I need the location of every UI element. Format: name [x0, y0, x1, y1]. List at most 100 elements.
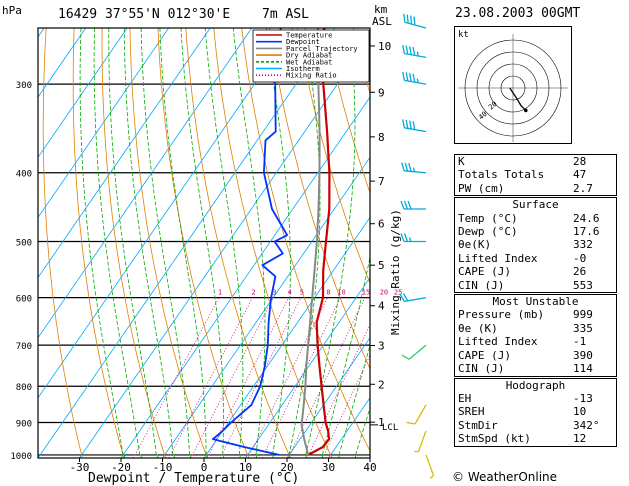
pressure-tick-label: 500 — [16, 238, 32, 248]
mixing-ratio-line — [261, 297, 341, 458]
dry-adiabat-line — [72, 28, 125, 458]
legend-label: Parcel Trajectory — [286, 45, 358, 53]
mixing-ratio-line — [322, 354, 370, 458]
wet-adiabat-line — [354, 454, 357, 458]
km-tick-label: 3 — [378, 340, 385, 353]
mixing-ratio-label: 20 — [380, 289, 388, 297]
wet-adiabat-line — [305, 28, 356, 456]
most-unstable-row: Lifted Index -1 — [458, 335, 587, 349]
wet-adiabat-line — [108, 28, 157, 455]
isotherm-line — [38, 28, 253, 339]
isotherm-line — [38, 28, 294, 399]
hodograph-ring-label: 40 — [477, 110, 489, 122]
wet-adiabat-line — [355, 406, 370, 456]
indices-block-general: K 28 Totals Totals 47 PW (cm) 2.7 — [454, 154, 617, 197]
wind-barb — [402, 45, 427, 58]
dry-adiabat-line — [185, 28, 291, 458]
wet-adiabat-line — [140, 28, 190, 455]
hodograph-unit-label: kt — [458, 30, 469, 40]
wet-adiabat-line — [372, 455, 373, 458]
isotherm-line — [38, 28, 128, 158]
legend-label: Wet Adiabat — [286, 58, 332, 66]
km-tick-label: 4 — [378, 300, 385, 313]
wet-adiabat-line — [93, 28, 141, 455]
mixing-ratio-label: 15 — [362, 289, 370, 297]
mixing-ratio-labels: 1 2 3 4 5 8 10 15 20 25 — [218, 289, 402, 297]
hodograph-row: SREH 10 — [458, 405, 587, 419]
temperature-tick-label: -10 — [153, 461, 173, 474]
dry-adiabat-line — [213, 28, 333, 458]
index-row-k: K 28 — [458, 155, 587, 168]
isotherm-line — [0, 28, 3, 458]
dry-adiabat-line — [241, 28, 370, 452]
dry-adiabat-line — [42, 28, 83, 458]
isotherm-line — [162, 156, 370, 458]
temperature-tick-label: -20 — [111, 461, 131, 474]
pressure-tick-label: 600 — [16, 295, 32, 305]
series-dewpoint — [212, 28, 289, 456]
wet-adiabat-line — [156, 454, 159, 458]
wind-barb — [402, 71, 427, 85]
dry-adiabat-line — [325, 28, 370, 194]
km-label: km — [374, 3, 388, 16]
wind-barb — [400, 200, 426, 210]
wet-adiabat-line — [338, 343, 370, 456]
mixing-ratio-line — [247, 297, 328, 458]
temperature-tick-label: 30 — [322, 461, 335, 474]
surface-row: CIN (J) 553 — [458, 278, 593, 292]
wind-barb — [403, 13, 427, 29]
credit-text: © WeatherOnline — [452, 470, 558, 484]
wet-adiabat-line — [189, 454, 192, 458]
legend-label: Temperature — [286, 32, 332, 40]
dry-adiabat-line — [129, 28, 208, 458]
wet-adiabat-line — [172, 454, 175, 458]
km-tick-label: 6 — [378, 218, 385, 231]
mixing-ratio-line — [206, 297, 290, 458]
pressure-tick-label: 300 — [16, 81, 32, 91]
surface-row: Dewp (°C) 17.6 — [458, 225, 600, 239]
wet-adiabat-line — [255, 454, 258, 458]
legend-label: Isotherm — [286, 65, 320, 73]
legend-label: Dewpoint — [286, 38, 320, 46]
isotherm-line — [203, 216, 370, 458]
isotherm-line — [38, 28, 336, 458]
dry-adiabat-line — [297, 28, 370, 285]
temperature-tick-label: 0 — [201, 461, 208, 474]
km-axis: 10 9 8 7 6 5 4 3 2 1 — [370, 40, 391, 429]
wet-adiabat-line — [338, 454, 341, 458]
hodograph-row: StmDir 342° — [458, 418, 600, 432]
mixing-ratio-label: 8 — [326, 289, 330, 297]
most-unstable-row: CAPE (J) 390 — [458, 348, 593, 362]
hodograph-row: EH -13 — [458, 391, 593, 405]
temperature-tick-label: -30 — [70, 461, 90, 474]
dry-adiabat-line — [269, 28, 370, 370]
km-tick-label: 7 — [378, 175, 385, 188]
km-tick-label: 8 — [378, 131, 385, 144]
series-parcel-trajectory — [300, 28, 321, 456]
most-unstable-row: θe (K) 335 — [458, 321, 593, 335]
mixing-ratio-label: 25 — [394, 289, 402, 297]
km-tick-label: 1 — [378, 416, 385, 429]
km-tick-label: 9 — [378, 86, 385, 99]
wet-adiabat-line — [239, 454, 241, 458]
index-row-pw: PW (cm) 2.7 — [458, 181, 593, 195]
wet-adiabat-line — [159, 28, 207, 455]
pressure-tick-label: 900 — [16, 419, 32, 429]
dry-adiabat-line — [101, 28, 166, 458]
isotherm-line — [38, 28, 170, 219]
wet-adiabat-line — [232, 28, 266, 455]
wet-adiabat-line — [139, 454, 142, 458]
wet-adiabat-line — [180, 28, 224, 455]
mixing-ratio-line — [287, 297, 366, 458]
mixing-ratio-title: Mixing Ratio (g/kg) — [389, 209, 402, 335]
isotherm-line — [120, 96, 370, 458]
pressure-tick-label: 400 — [16, 170, 32, 180]
wind-barb — [414, 430, 427, 453]
most-unstable-title: Most Unstable — [492, 295, 579, 309]
surface-row: CAPE (J) 26 — [458, 265, 587, 279]
mixing-ratio-label: 5 — [300, 289, 304, 297]
surface-title: Surface — [512, 198, 559, 212]
wet-adiabat-line — [321, 255, 370, 456]
